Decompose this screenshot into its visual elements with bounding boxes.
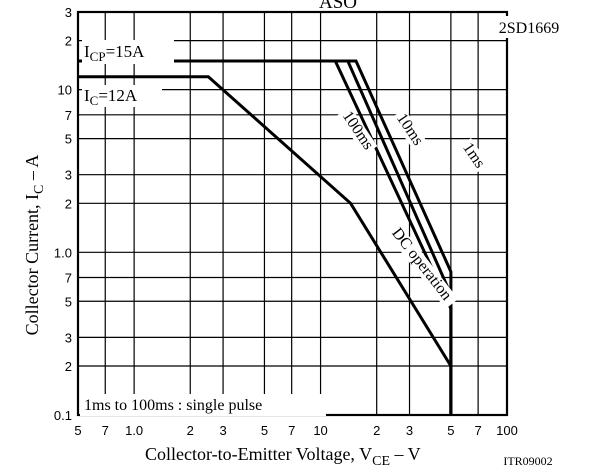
x-tick-label: 3 — [406, 423, 413, 438]
x-tick-label: 7 — [288, 423, 295, 438]
y-axis-title: Collector Current, IC – A — [22, 155, 47, 336]
grid — [78, 12, 507, 415]
tick-labels: 5 7 1.0 2 3 5 7 10 2 3 5 7 100 0.1 2 3 5 7 1.0 2 3 5 7 10 2 3 — [54, 5, 518, 438]
part-number-mask — [482, 16, 574, 38]
x-tick-label: 5 — [74, 423, 81, 438]
single-pulse-note: 1ms to 100ms : single pulse — [84, 397, 262, 414]
note-mask — [80, 394, 326, 416]
x-tick-label: 5 — [261, 423, 268, 438]
y-tick-label: 5 — [65, 132, 72, 147]
y-tick-label: 2 — [65, 196, 72, 211]
series-line-100ms — [78, 59, 453, 415]
x-tick-label: 2 — [187, 423, 194, 438]
y-tick-label: 3 — [65, 168, 72, 183]
ic-label: IC=12A — [84, 86, 138, 108]
series-line-dc-operation — [78, 75, 453, 415]
document-id: ITR09002 — [503, 454, 552, 468]
y-tick-label: 10 — [58, 83, 72, 98]
x-tick-label: 2 — [373, 423, 380, 438]
y-tick-label: 1.0 — [54, 245, 72, 260]
x-tick-label: 7 — [475, 423, 482, 438]
y-tick-label: 3 — [65, 5, 72, 20]
y-tick-label: 2 — [65, 359, 72, 374]
part-number: 2SD1669 — [499, 20, 559, 37]
series-label-dc-operation: DC operation — [388, 225, 455, 304]
y-tick-label: 7 — [65, 271, 72, 286]
y-tick-label: 5 — [65, 294, 72, 309]
y-tick-label: 3 — [65, 330, 72, 345]
ic-label-mask — [82, 85, 162, 107]
x-axis-title: Collector-to-Emitter Voltage, VCE – V — [145, 444, 421, 469]
header-partial: ASO — [319, 0, 357, 13]
icp-label: ICP=15A — [84, 42, 145, 64]
icp-label-mask — [82, 40, 174, 64]
x-tick-label: 3 — [219, 423, 226, 438]
x-tick-label: 100 — [496, 423, 518, 438]
x-tick-label: 1.0 — [125, 423, 143, 438]
y-tick-label: 7 — [65, 108, 72, 123]
y-tick-label: 2 — [65, 34, 72, 49]
x-tick-label: 7 — [102, 423, 109, 438]
x-tick-label: 10 — [313, 423, 327, 438]
x-tick-label: 5 — [447, 423, 454, 438]
label-1ms-group: 1ms — [457, 138, 489, 174]
y-tick-label: 0.1 — [54, 408, 72, 423]
series-lines — [78, 59, 453, 415]
